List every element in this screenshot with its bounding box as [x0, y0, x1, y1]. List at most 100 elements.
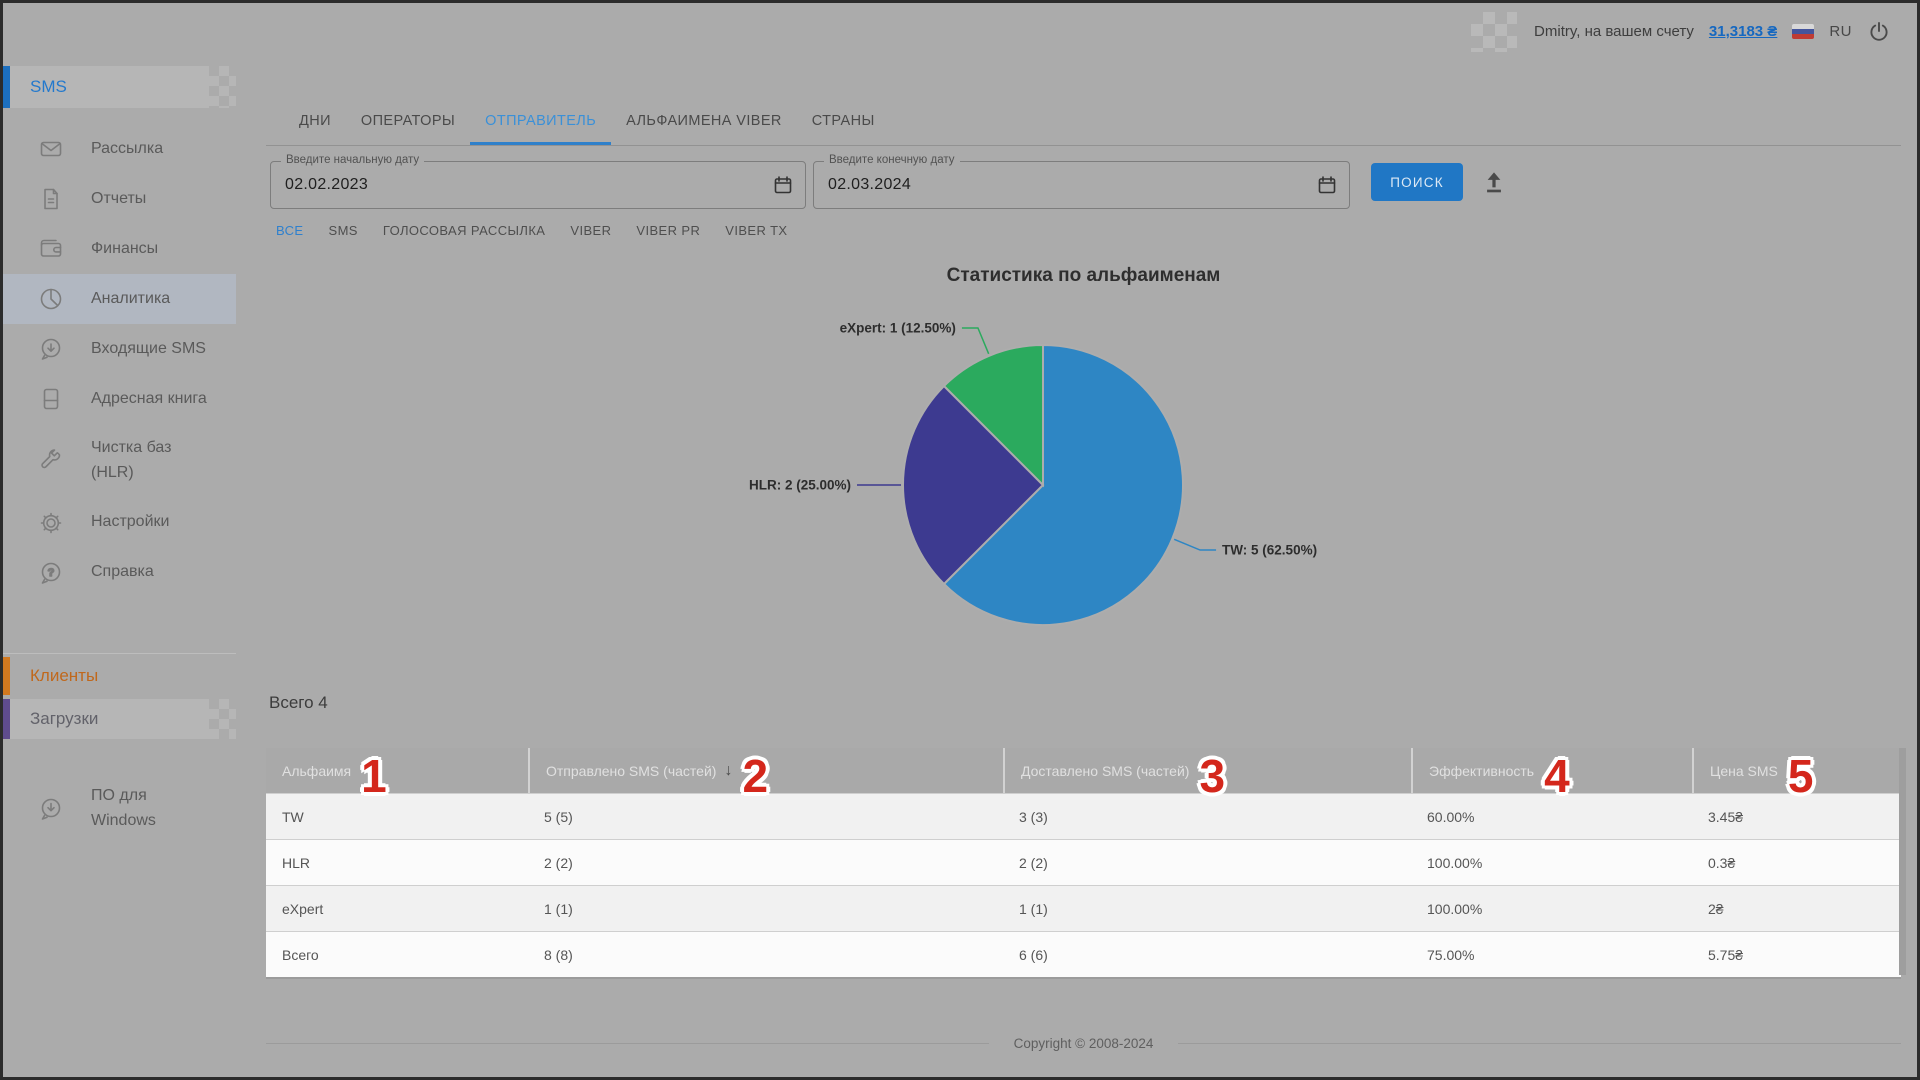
end-date-value[interactable]: 02.03.2024 — [828, 176, 912, 193]
svg-text:?: ? — [48, 566, 55, 578]
start-date-label: Введите начальную дату — [281, 154, 425, 166]
user-greeting: Dmitry, на вашем счету — [1534, 23, 1694, 40]
end-date-label: Введите конечную дату — [824, 154, 960, 166]
cell: 1 (1) — [1019, 900, 1048, 917]
sidebar-section-label: SMS — [30, 77, 67, 96]
sidebar-item-label: Аналитика — [91, 289, 171, 307]
report-icon — [38, 186, 64, 212]
search-button[interactable]: ПОИСК — [1371, 163, 1463, 201]
calendar-icon[interactable] — [773, 175, 793, 195]
upload-icon[interactable] — [1479, 166, 1509, 196]
annotation-marker-5: 5 — [1787, 749, 1814, 802]
table-scrollbar[interactable] — [1899, 748, 1906, 975]
column-header-4[interactable]: Эффективность 4 — [1411, 748, 1692, 799]
analytics-tabs: ДНИ ОПЕРАТОРЫ ОТПРАВИТЕЛЬ АЛЬФАИМЕНА VIBER С… — [266, 98, 1901, 146]
cell: 5.75₴ — [1708, 946, 1744, 963]
download-icon — [38, 796, 64, 822]
address-book-icon — [38, 386, 64, 412]
sidebar-item-po-windows[interactable]: ПО для Windows — [3, 772, 236, 846]
cell: 2 (2) — [1019, 854, 1048, 871]
sidebar-item-report[interactable]: Отчеты — [3, 174, 236, 224]
pie-slice-HLR[interactable] — [902, 384, 1045, 586]
sidebar-item-label: Справка — [91, 563, 154, 581]
logout-icon[interactable] — [1867, 20, 1891, 44]
calendar-icon[interactable] — [1317, 175, 1337, 195]
russian-flag-icon — [1792, 24, 1815, 39]
sidebar-item-label: Чистка баз (HLR) — [91, 439, 172, 481]
wallet-icon — [38, 236, 64, 262]
table-header-row: Альфаимя 1 Отправлено SMS (частей) ↓ 2 Достав… — [266, 748, 1901, 799]
cell: 75.00% — [1427, 946, 1475, 963]
copyright-text: Copyright © 2008-2024 — [1013, 1036, 1154, 1051]
sidebar-item-inbox-sms[interactable]: Входящие SMS — [3, 324, 236, 374]
chart-title: Статистика по альфаименам — [946, 265, 1221, 286]
tab-4[interactable]: СТРАНЫ — [811, 113, 875, 129]
annotation-marker-2: 2 — [742, 749, 769, 802]
sidebar-item-address-book[interactable]: Адресная книга — [3, 374, 236, 424]
start-date-field[interactable]: Введите начальную дату 02.02.2023 — [270, 154, 806, 209]
cell: 100.00% — [1427, 854, 1483, 871]
sidebar-item-label: ПО для Windows — [91, 787, 156, 829]
sidebar-item-wrench[interactable]: Чистка баз (HLR) — [3, 424, 236, 498]
cell: 2 (2) — [544, 854, 573, 871]
active-section-indicator — [3, 66, 10, 108]
topbar: Dmitry, на вашем счету 31,3183 ₴ RU — [3, 3, 1917, 60]
table-row-HLR: HLR 2 (2) 2 (2) 100.00% 0.3₴ — [266, 839, 1901, 885]
start-date-value[interactable]: 02.02.2023 — [285, 176, 369, 193]
sidebar-section-clients[interactable]: Клиенты — [3, 657, 236, 695]
cell: 60.00% — [1427, 808, 1475, 825]
sidebar-section-sms[interactable]: SMS — [3, 66, 236, 108]
column-label: Отправлено SMS (частей) — [546, 762, 717, 779]
sidebar-item-label: Финансы — [91, 239, 159, 257]
footer: Copyright © 2008-2024 — [266, 1036, 1902, 1051]
footer-divider — [1178, 1043, 1902, 1044]
column-header-1[interactable]: Альфаимя 1 — [266, 748, 528, 799]
tab-3[interactable]: АЛЬФАИМЕНА VIBER — [626, 113, 782, 129]
cell: 5 (5) — [544, 808, 573, 825]
downloads-section-indicator — [3, 699, 10, 739]
type-filter-4[interactable]: VIBER PR — [636, 223, 701, 238]
annotation-marker-3: 3 — [1199, 749, 1226, 802]
sidebar-section-downloads[interactable]: Загрузки — [3, 699, 236, 739]
mail-icon — [38, 136, 64, 162]
pixel-decoration — [1471, 11, 1518, 52]
pixel-decoration — [208, 699, 236, 739]
type-filter-5[interactable]: VIBER TX — [725, 223, 788, 238]
language-selector[interactable]: RU — [1829, 23, 1852, 40]
type-filter-1[interactable]: SMS — [328, 223, 358, 238]
pie-slice-eXpert[interactable] — [942, 343, 1044, 488]
cell: 8 (8) — [544, 946, 573, 963]
sidebar-item-gear[interactable]: Настройки — [3, 498, 236, 548]
sidebar-item-wallet[interactable]: Финансы — [3, 224, 236, 274]
sidebar-menu: Рассылка Отчеты Финансы Аналитика Входящие S… — [3, 124, 236, 598]
end-date-field[interactable]: Введите конечную дату 02.03.2024 — [813, 154, 1350, 209]
balance-link[interactable]: 31,3183 ₴ — [1708, 23, 1778, 40]
sidebar-divider — [3, 653, 236, 654]
type-filter-2[interactable]: ГОЛОСОВАЯ РАССЫЛКА — [382, 223, 546, 238]
type-filter-0[interactable]: ВСЕ — [276, 223, 304, 238]
pie-slice-TW[interactable] — [942, 343, 1184, 626]
sidebar-item-analytics[interactable]: Аналитика — [3, 274, 236, 324]
cell: 2₴ — [1708, 900, 1724, 917]
pie-label-line — [1173, 538, 1217, 551]
footer-divider — [266, 1043, 989, 1044]
tab-1[interactable]: ОПЕРАТОРЫ — [360, 113, 456, 129]
column-header-2[interactable]: Отправлено SMS (частей) ↓ 2 — [528, 748, 1003, 799]
sidebar-item-mail[interactable]: Рассылка — [3, 124, 236, 174]
cell: 6 (6) — [1019, 946, 1048, 963]
gear-icon — [38, 510, 64, 536]
message-type-filters: ВСЕ SMS ГОЛОСОВАЯ РАССЫЛКА VIBER VIBER PR VIB… — [276, 223, 787, 238]
wrench-icon — [38, 448, 64, 474]
tab-0[interactable]: ДНИ — [299, 113, 331, 129]
cell: 3 (3) — [1019, 808, 1048, 825]
type-filter-3[interactable]: VIBER — [570, 223, 612, 238]
table-summary: Всего 4 — [269, 693, 328, 712]
column-header-5[interactable]: Цена SMS 5 — [1692, 748, 1901, 799]
tab-2[interactable]: ОТПРАВИТЕЛЬ — [470, 98, 611, 145]
cell: HLR — [282, 854, 311, 871]
analytics-icon — [38, 286, 64, 312]
sidebar-item-help[interactable]: ? Справка — [3, 548, 236, 598]
column-header-3[interactable]: Доставлено SMS (частей) 3 — [1003, 748, 1411, 799]
cell: 0.3₴ — [1708, 854, 1736, 871]
